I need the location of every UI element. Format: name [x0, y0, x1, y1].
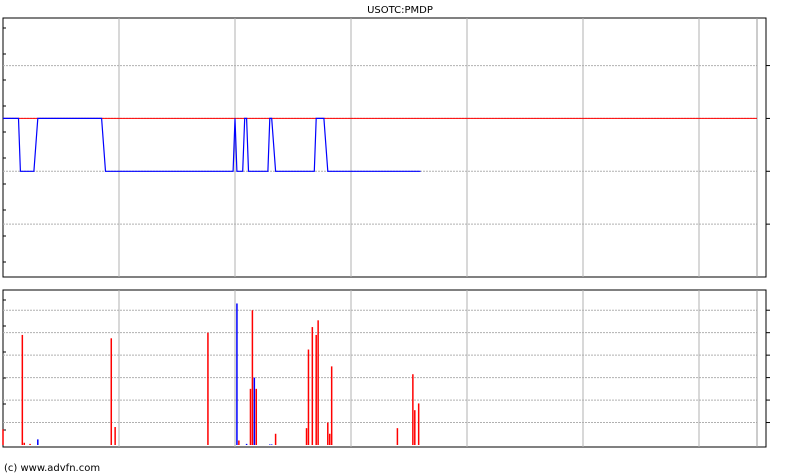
volume-bar [311, 327, 314, 445]
volume-bar [236, 303, 238, 445]
volume-bar [305, 428, 308, 445]
volume-bar [21, 334, 24, 445]
volume-bar [23, 442, 26, 445]
volume-bar [269, 444, 271, 445]
volume-bar [249, 388, 252, 445]
volume-panel [2, 289, 770, 448]
volume-bar [315, 334, 317, 445]
volume-bar [253, 377, 256, 445]
plot-frame [2, 289, 767, 448]
volume-bar [328, 433, 331, 445]
volume-bar [274, 433, 277, 445]
volume-bar [307, 349, 310, 445]
volume-bar [29, 443, 31, 445]
volume-bar [317, 320, 319, 445]
price-panel [2, 17, 770, 278]
volume-bar [417, 403, 420, 445]
volume-bar [255, 388, 258, 445]
volume-bar [114, 427, 116, 445]
chart-title: USOTC:PMDP [367, 5, 433, 16]
volume-bar [2, 429, 4, 445]
plot-frame [2, 17, 767, 278]
volume-bar [245, 443, 248, 445]
volume-bar [414, 410, 416, 445]
volume-bar [270, 444, 273, 445]
volume-bar [396, 428, 399, 445]
volume-bar [330, 366, 333, 445]
volume-bar [207, 332, 209, 445]
volume-bar [110, 338, 113, 445]
volume-bar [327, 422, 329, 445]
volume-bar [412, 374, 414, 445]
volume-bar [37, 439, 39, 445]
copyright: (c) www.advfn.com [4, 463, 100, 474]
volume-bar [251, 310, 254, 445]
volume-bar [238, 440, 240, 445]
